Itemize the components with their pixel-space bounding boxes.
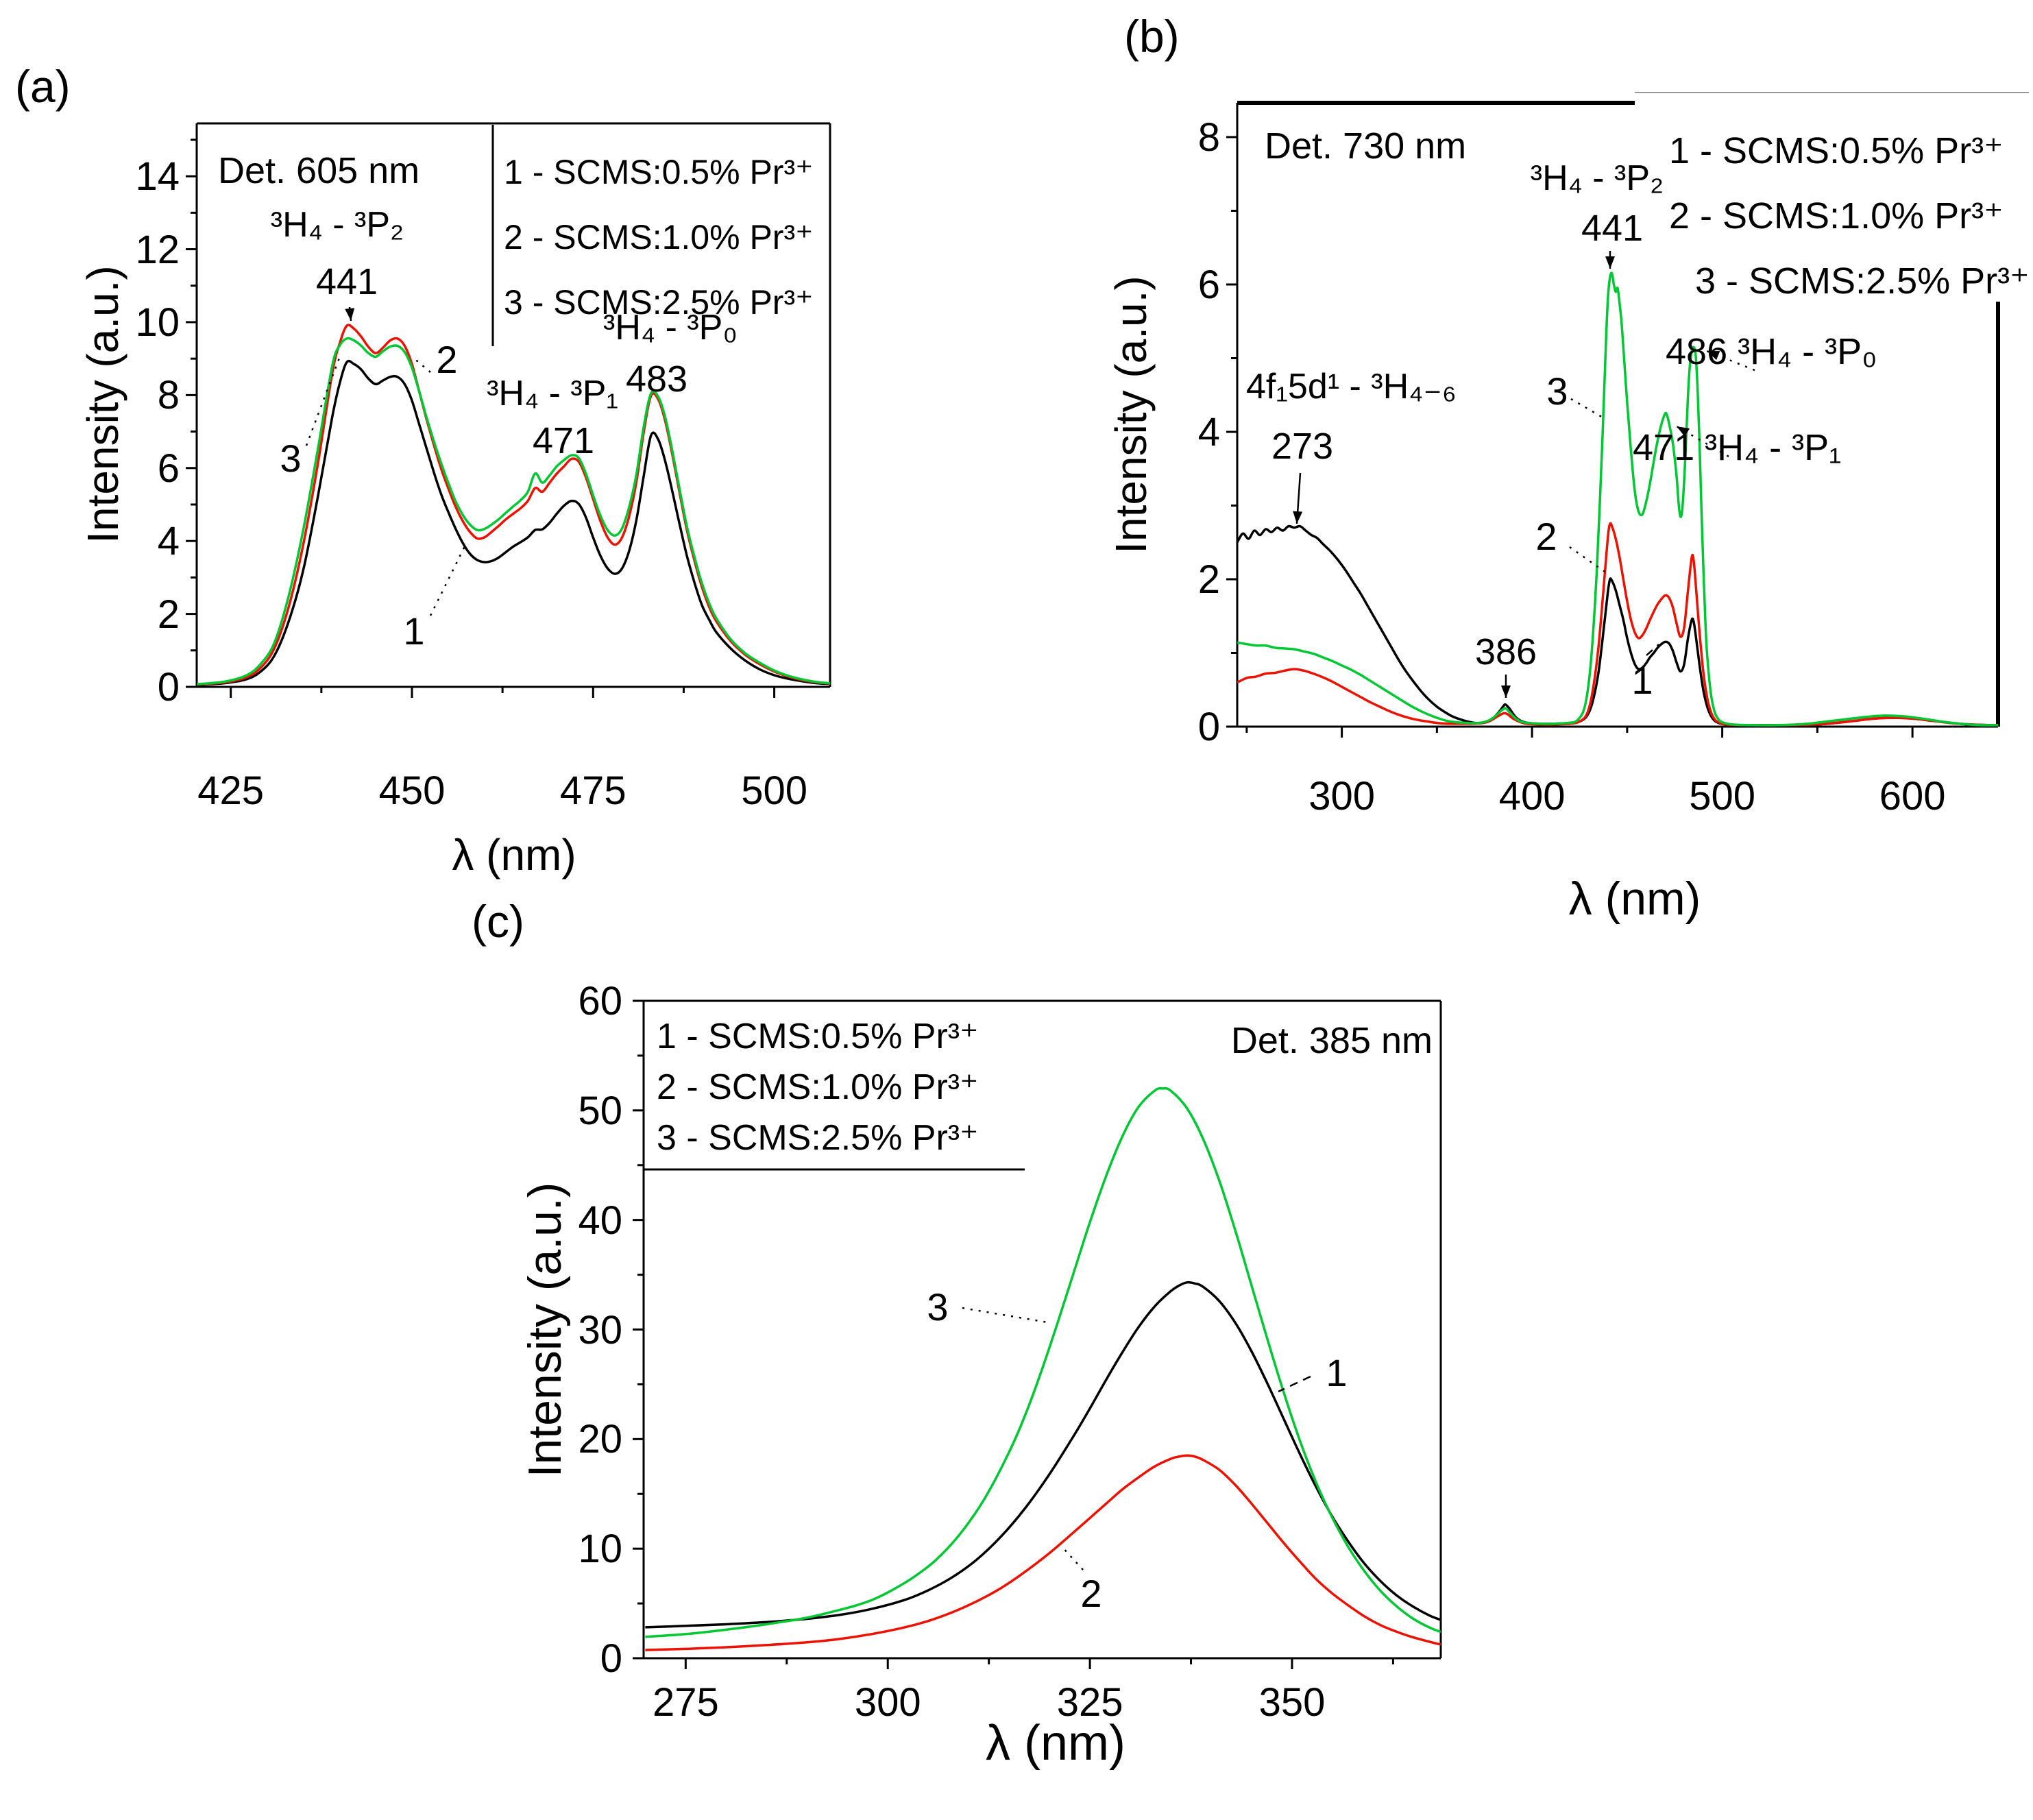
legend-entry-b-2: 2 - SCMS:1.0% Pr³⁺ xyxy=(1669,195,2004,236)
y-tick-label-b: 2 xyxy=(1197,557,1220,602)
legend-entry-a-2: 2 - SCMS:1.0% Pr³⁺ xyxy=(504,218,814,256)
annotation-b-peak-386: 386 xyxy=(1474,631,1537,672)
x-tick-label-a: 475 xyxy=(559,768,626,813)
annotation-line-b xyxy=(1646,644,1659,656)
detection-title-a: Det. 605 nm xyxy=(218,150,420,191)
panel-label-b: (b) xyxy=(1124,11,1180,62)
panel-label-c: (c) xyxy=(472,896,524,947)
annotation-arrowhead-b xyxy=(1605,256,1615,269)
annotation-arrowhead-a xyxy=(345,308,355,321)
x-axis-title-b: λ (nm) xyxy=(1568,873,1701,925)
x-tick-label-b: 400 xyxy=(1498,774,1566,818)
series-curve-c-1 xyxy=(645,1281,1441,1629)
x-tick-label-c: 325 xyxy=(1056,1680,1123,1725)
legend-entry-b-3: 3 - SCMS:2.5% Pr³⁺ xyxy=(1695,260,2030,302)
annotation-a-transition-3H4-3P2: ³H₄ - ³P₂ xyxy=(270,205,404,245)
x-tick-label-a: 500 xyxy=(741,768,807,813)
legend-entry-b-1: 1 - SCMS:0.5% Pr³⁺ xyxy=(1669,130,2004,171)
annotation-b-peak-273: 273 xyxy=(1271,426,1334,467)
y-tick-label-a: 8 xyxy=(157,373,180,418)
legend-entry-c-1: 1 - SCMS:0.5% Pr³⁺ xyxy=(657,1017,979,1056)
legend-entry-c-3: 3 - SCMS:2.5% Pr³⁺ xyxy=(657,1118,979,1158)
annotation-b-curve-label-1: 1 xyxy=(1631,659,1653,702)
y-tick-label-a: 12 xyxy=(135,227,180,272)
y-tick-label-b: 0 xyxy=(1197,705,1220,749)
series-curve-c-3 xyxy=(645,1087,1441,1638)
y-tick-label-a: 6 xyxy=(157,446,180,491)
series-curve-b-2 xyxy=(1237,522,1998,727)
x-tick-label-a: 450 xyxy=(378,768,446,813)
annotation-a-peak-441: 441 xyxy=(315,261,378,302)
series-curve-c-2 xyxy=(645,1454,1441,1651)
annotation-b-curve-label-2: 2 xyxy=(1535,515,1557,558)
y-tick-label-b: 8 xyxy=(1197,114,1220,160)
annotation-b-transition-3H4-3P2: ³H₄ - ³P₂ xyxy=(1530,158,1664,198)
legend-entry-c-2: 2 - SCMS:1.0% Pr³⁺ xyxy=(657,1067,979,1107)
annotation-a-transition-3H4-3P0: ³H₄ - ³P₀ xyxy=(603,308,738,348)
annotation-a-transition-3H4-3P1: ³H₄ - ³P₁ xyxy=(487,374,618,413)
x-tick-label-c: 350 xyxy=(1258,1680,1326,1725)
y-tick-label-a: 10 xyxy=(135,300,180,345)
annotation-a-curve-label-2: 2 xyxy=(436,338,458,381)
x-axis-title-c: λ (nm) xyxy=(986,1716,1125,1771)
legend-entry-a-1: 1 - SCMS:0.5% Pr³⁺ xyxy=(504,153,814,191)
y-tick-label-a: 4 xyxy=(157,519,180,564)
y-tick-label-a: 2 xyxy=(157,592,180,637)
series-curve-b-3 xyxy=(1237,271,1998,727)
series-curve-b-1 xyxy=(1237,524,1998,727)
series-curve-a-3 xyxy=(197,337,830,685)
annotation-b-curve-label-3: 3 xyxy=(1546,369,1568,413)
x-axis-title-a: λ (nm) xyxy=(452,830,576,879)
x-tick-label-a: 425 xyxy=(197,768,265,813)
annotation-c-curve-label-2: 2 xyxy=(1080,1572,1102,1615)
annotation-line-a xyxy=(413,357,431,373)
annotation-b-peak-486-3H4-3P0: 486 ³H₄ - ³P₀ xyxy=(1666,331,1877,372)
y-tick-label-a: 14 xyxy=(135,154,180,199)
y-tick-label-c: 40 xyxy=(578,1198,622,1243)
panel-label-a: (a) xyxy=(15,61,71,112)
annotation-line-b xyxy=(1569,546,1607,574)
annotation-arrowhead-b xyxy=(1293,511,1303,524)
y-tick-label-b: 4 xyxy=(1197,409,1220,454)
y-tick-label-b: 6 xyxy=(1197,262,1220,307)
annotation-line-c xyxy=(1278,1375,1311,1393)
x-tick-label-c: 300 xyxy=(854,1680,921,1725)
annotation-line-b xyxy=(1570,398,1605,420)
y-tick-label-c: 10 xyxy=(578,1527,622,1572)
annotation-c-curve-label-1: 1 xyxy=(1326,1351,1348,1394)
annotation-b-peak-471-3H4-3P1: 471 ³H₄ - ³P₁ xyxy=(1633,427,1842,468)
y-tick-label-c: 0 xyxy=(600,1636,622,1681)
x-tick-label-c: 275 xyxy=(652,1680,719,1725)
y-tick-label-c: 20 xyxy=(578,1417,622,1462)
annotation-a-peak-471: 471 xyxy=(532,420,595,461)
annotation-line-c xyxy=(962,1307,1048,1324)
x-tick-label-b: 600 xyxy=(1879,774,1946,818)
annotation-line-a xyxy=(429,546,466,616)
y-tick-label-a: 0 xyxy=(157,665,180,709)
annotation-a-peak-483: 483 xyxy=(625,359,688,400)
annotation-arrowhead-b xyxy=(1677,426,1690,437)
series-curve-a-1 xyxy=(197,359,830,686)
annotation-a-curve-label-1: 1 xyxy=(403,609,425,653)
annotation-b-transition-4f5d: 4f₁5d¹ - ³H₄₋₆ xyxy=(1246,367,1457,407)
annotation-line-c xyxy=(1060,1545,1084,1570)
detection-title-c: Det. 385 nm xyxy=(1230,1020,1433,1061)
annotation-arrowhead-b xyxy=(1707,351,1720,361)
annotation-b-peak-441: 441 xyxy=(1581,208,1644,249)
y-tick-label-c: 60 xyxy=(578,979,622,1023)
y-tick-label-c: 50 xyxy=(578,1088,622,1133)
annotation-a-curve-label-3: 3 xyxy=(280,437,302,480)
legend-entry-a-3: 3 - SCMS:2.5% Pr³⁺ xyxy=(504,283,814,321)
y-tick-label-c: 30 xyxy=(578,1307,622,1352)
detection-title-b: Det. 730 nm xyxy=(1265,125,1467,167)
annotation-arrowhead-b xyxy=(1501,685,1511,698)
x-tick-label-b: 300 xyxy=(1308,774,1376,818)
x-tick-label-b: 500 xyxy=(1689,774,1756,818)
annotation-c-curve-label-3: 3 xyxy=(927,1285,949,1328)
